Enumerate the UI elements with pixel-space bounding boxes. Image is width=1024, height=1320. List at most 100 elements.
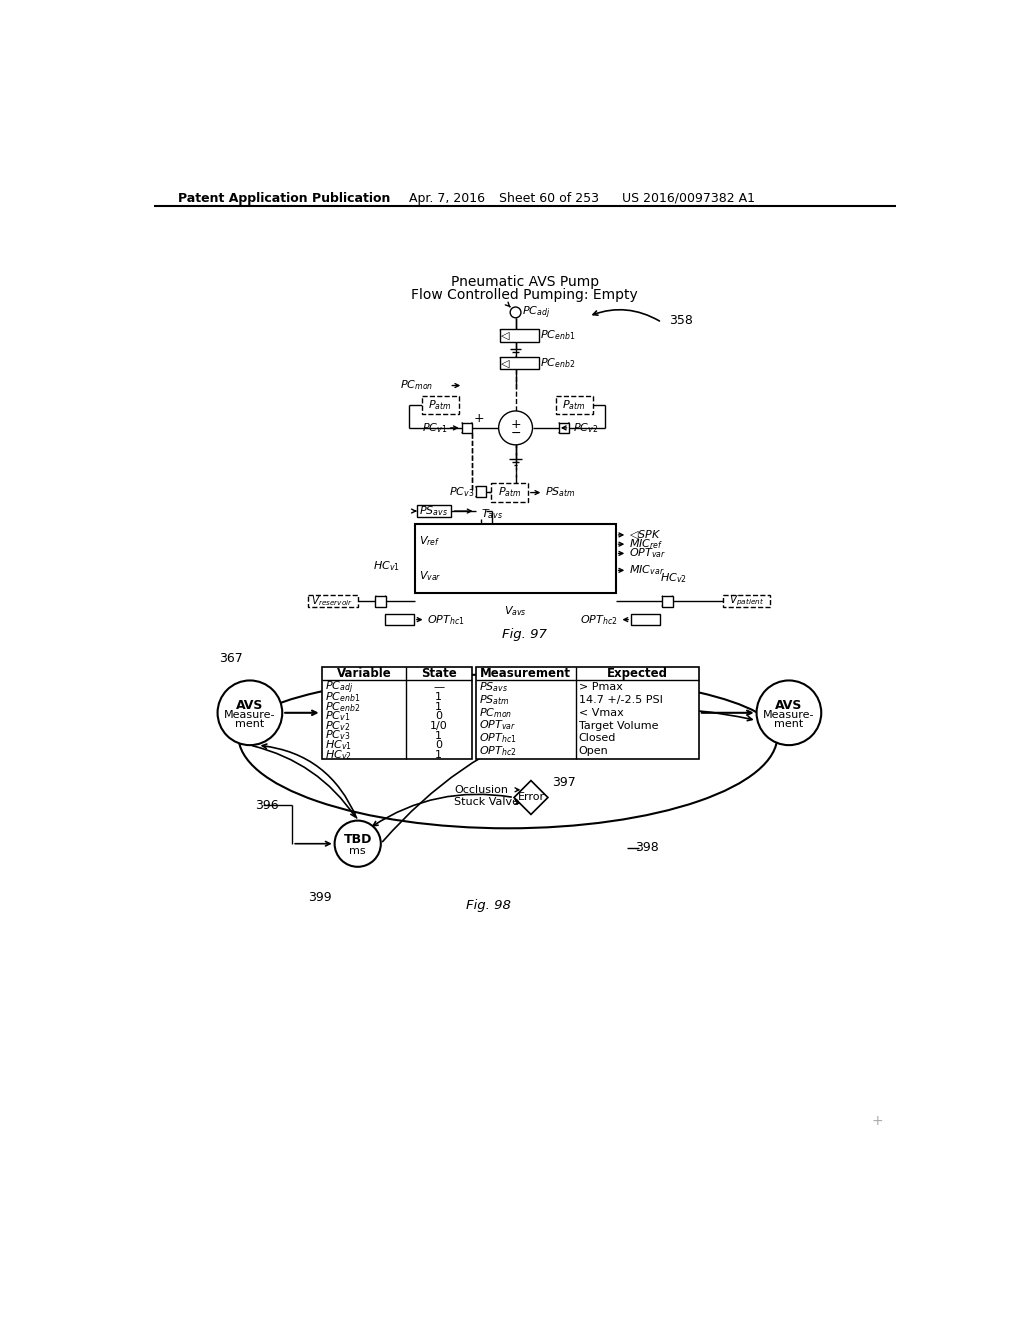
Text: < Vmax: < Vmax [579,708,624,718]
Bar [417,506,451,517]
Text: $V_{patient}$: $V_{patient}$ [729,594,764,609]
Text: $P_{atm}$: $P_{atm}$ [428,397,452,412]
Text: $\triangleleft$: $\triangleleft$ [500,330,511,342]
Bar [416,524,615,594]
Circle shape [499,411,532,445]
Text: $PC_{enb1}$: $PC_{enb1}$ [541,329,575,342]
Text: $OPT_{hc1}$: $OPT_{hc1}$ [427,612,465,627]
Text: ment: ment [236,719,264,730]
Text: Measure-: Measure- [763,710,815,721]
Bar [500,358,539,370]
Text: 1: 1 [435,750,442,760]
Text: $V_{avs}$: $V_{avs}$ [504,605,527,618]
Bar [490,483,528,502]
Text: $OPT_{var}$: $OPT_{var}$ [478,718,516,733]
Text: $PS_{atm}$: $PS_{atm}$ [478,693,509,708]
Text: $PC_{enb2}$: $PC_{enb2}$ [541,356,575,370]
Text: $MIC_{var}$: $MIC_{var}$ [629,564,665,577]
Text: $PC_{enb1}$: $PC_{enb1}$ [325,690,360,704]
Bar [724,595,770,607]
Text: +: + [473,412,484,425]
Text: $PS_{avs}$: $PS_{avs}$ [420,504,449,517]
Text: $PC_{v2}$: $PC_{v2}$ [325,719,350,733]
Text: $PS_{avs}$: $PS_{avs}$ [478,681,508,694]
Text: Fig. 97: Fig. 97 [503,628,547,640]
Text: Expected: Expected [606,667,668,680]
Text: ment: ment [774,719,804,730]
Text: $PC_{adj}$: $PC_{adj}$ [522,304,551,321]
Bar [307,595,357,607]
Text: 0: 0 [435,711,442,721]
Bar [422,396,459,414]
Text: Flow Controlled Pumping: Empty: Flow Controlled Pumping: Empty [412,289,638,302]
Text: $OPT_{hc2}$: $OPT_{hc2}$ [478,744,516,758]
Text: $OPT_{hc1}$: $OPT_{hc1}$ [478,731,516,744]
Text: 399: 399 [307,891,332,904]
Text: $HC_{v2}$: $HC_{v2}$ [659,572,686,585]
Text: TBD: TBD [343,833,372,846]
Bar [500,330,539,342]
Text: $PC_{v3}$: $PC_{v3}$ [449,484,474,499]
Text: Measurement: Measurement [480,667,571,680]
Text: 1/0: 1/0 [430,721,447,731]
Text: $PS_{atm}$: $PS_{atm}$ [545,486,575,499]
Text: +: + [871,1114,884,1127]
Circle shape [335,821,381,867]
Text: +: + [510,417,521,430]
Text: 367: 367 [219,652,243,665]
Text: AVS: AVS [237,698,263,711]
Bar [322,667,472,759]
Text: AVS: AVS [775,698,803,711]
Text: ms: ms [349,846,366,855]
Text: 1: 1 [435,730,442,741]
Text: $PC_{enb2}$: $PC_{enb2}$ [325,700,359,714]
Text: Variable: Variable [337,667,391,680]
Text: $MIC_{ref}$: $MIC_{ref}$ [629,537,664,550]
Bar [559,422,569,433]
Text: Open: Open [579,746,608,756]
Text: Pneumatic AVS Pump: Pneumatic AVS Pump [451,275,599,289]
Text: 396: 396 [255,799,279,812]
Text: Stuck Valve: Stuck Valve [454,797,519,807]
Text: $P_{atm}$: $P_{atm}$ [498,486,521,499]
Text: $P_{atm}$: $P_{atm}$ [562,397,586,412]
Bar [385,614,414,626]
Text: $PC_{v2}$: $PC_{v2}$ [573,421,599,434]
Text: 14.7 +/-2.5 PSI: 14.7 +/-2.5 PSI [579,696,663,705]
Text: $HC_{v2}$: $HC_{v2}$ [325,748,351,762]
Text: > Pmax: > Pmax [579,682,623,693]
Text: Closed: Closed [579,733,616,743]
Text: $PC_{v3}$: $PC_{v3}$ [325,729,350,742]
Polygon shape [514,780,548,814]
Text: 1: 1 [435,702,442,711]
Text: Sheet 60 of 253: Sheet 60 of 253 [499,191,599,205]
Bar [376,595,386,607]
Bar [475,667,698,759]
Bar [475,487,486,498]
Text: $HC_{v1}$: $HC_{v1}$ [373,560,400,573]
Text: 0: 0 [435,741,442,750]
Text: $V_{var}$: $V_{var}$ [419,569,442,582]
Bar [631,614,660,626]
Text: Error: Error [517,792,545,803]
Text: US 2016/0097382 A1: US 2016/0097382 A1 [622,191,755,205]
Text: −: − [510,426,521,440]
Bar [462,422,472,433]
Text: $PC_{mon}$: $PC_{mon}$ [400,379,433,392]
Text: $T_{avs}$: $T_{avs}$ [481,507,503,521]
Text: 398: 398 [635,841,658,854]
Text: Occlusion: Occlusion [454,785,508,795]
Circle shape [510,308,521,318]
Text: $V_{reservoir}$: $V_{reservoir}$ [311,594,353,609]
Text: Apr. 7, 2016: Apr. 7, 2016 [410,191,485,205]
Text: $PC_{mon}$: $PC_{mon}$ [478,706,512,719]
Text: $PC_{v1}$: $PC_{v1}$ [325,709,350,723]
Circle shape [757,681,821,744]
Text: Fig. 98: Fig. 98 [466,899,511,912]
Text: $\triangleleft SPK$: $\triangleleft SPK$ [629,528,662,541]
Text: Patent Application Publication: Patent Application Publication [178,191,391,205]
Text: $OPT_{hc2}$: $OPT_{hc2}$ [581,612,617,627]
Text: $V_{ref}$: $V_{ref}$ [419,535,440,548]
Circle shape [217,681,283,744]
Text: State: State [421,667,457,680]
